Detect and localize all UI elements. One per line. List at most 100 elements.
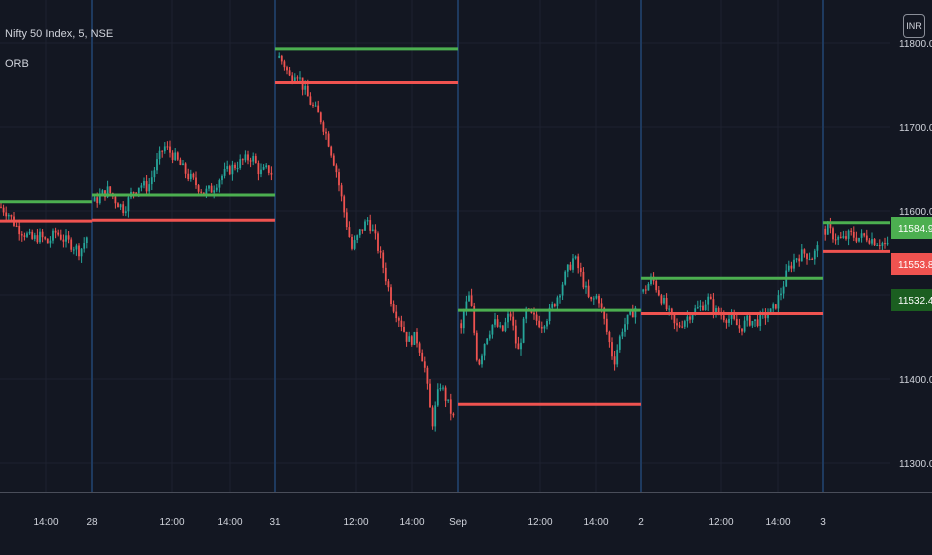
candle-body — [202, 192, 205, 195]
time-tick-label: 14:00 — [217, 517, 242, 528]
candle-body — [884, 243, 886, 245]
candle-body — [252, 156, 255, 162]
candle-body — [699, 305, 702, 308]
candle-body — [618, 336, 621, 350]
candle-body — [689, 316, 691, 320]
candle-body — [65, 235, 67, 242]
time-tick-label: 14:00 — [33, 517, 58, 528]
candle-body — [813, 250, 816, 260]
candle-body — [369, 220, 372, 231]
candle-body — [873, 239, 876, 246]
candle-body — [192, 173, 195, 178]
candle-body — [161, 150, 164, 152]
candle-body — [616, 349, 619, 365]
time-tick-label: 28 — [86, 517, 98, 528]
candle-body — [345, 212, 348, 228]
candle-body — [80, 248, 83, 257]
candle-body — [184, 163, 187, 174]
candle-body — [634, 307, 637, 318]
candle-body — [540, 327, 543, 329]
candle-body — [473, 305, 476, 333]
candle-body — [811, 258, 814, 260]
candle-body — [707, 296, 710, 305]
candle-body — [366, 220, 369, 222]
candle-body — [447, 399, 450, 401]
candle-body — [631, 310, 634, 318]
symbol-legend[interactable]: Nifty 50 Index, 5, NSE — [5, 28, 114, 40]
candle-body — [741, 328, 743, 332]
candle-body — [254, 156, 257, 164]
candle-body — [280, 55, 283, 62]
candle-body — [475, 332, 478, 360]
candle-body — [717, 307, 720, 314]
candle-body — [845, 236, 847, 239]
candle-body — [517, 343, 520, 350]
candle-body — [803, 249, 806, 254]
candle-body — [735, 318, 738, 326]
candle-body — [278, 55, 281, 58]
candle-body — [754, 319, 756, 322]
candle-body — [608, 331, 611, 343]
candle-body — [582, 271, 585, 288]
candle-body — [59, 234, 62, 240]
candle-body — [0, 206, 2, 208]
candle-body — [325, 131, 327, 134]
candle-body — [418, 343, 421, 353]
price-tick-label: 11800.00 — [899, 39, 932, 50]
time-tick-label: 12:00 — [708, 517, 733, 528]
candle-body — [98, 194, 101, 204]
candle-body — [470, 295, 473, 306]
candle-body — [772, 304, 775, 309]
candle-body — [429, 383, 431, 408]
candle-body — [613, 356, 616, 365]
candle-body — [650, 276, 652, 285]
candle-body — [683, 321, 686, 327]
candle-body — [535, 314, 538, 321]
candle-body — [85, 237, 88, 244]
candle-body — [262, 167, 265, 170]
candle-body — [460, 323, 463, 329]
candle-body — [585, 285, 587, 288]
candle-body — [564, 271, 567, 285]
candle-body — [213, 190, 216, 193]
candle-body — [296, 77, 299, 79]
candle-body — [579, 268, 582, 272]
candle-body — [676, 323, 678, 326]
candle-body — [665, 297, 668, 310]
candle-body — [592, 298, 595, 300]
time-tick-label: 14:00 — [399, 517, 424, 528]
candle-body — [481, 355, 483, 365]
candle-body — [839, 236, 842, 238]
candle-body — [834, 239, 837, 241]
candle-body — [20, 234, 23, 236]
candle-body — [764, 312, 767, 319]
candle-body — [642, 289, 645, 292]
candle-body — [598, 295, 600, 304]
candle-body — [283, 61, 286, 68]
price-tick-label: 11600.00 — [899, 207, 932, 218]
candle-body — [392, 304, 395, 312]
candle-body — [595, 295, 598, 299]
candle-body — [691, 314, 694, 320]
candle-body — [858, 237, 860, 242]
candle-body — [501, 325, 504, 331]
candle-body — [790, 265, 793, 269]
time-tick-label: 14:00 — [583, 517, 608, 528]
candle-body — [234, 164, 236, 169]
candle-body — [514, 325, 517, 344]
candle-body — [829, 224, 832, 229]
candle-body — [343, 196, 346, 213]
candle-body — [395, 311, 398, 319]
candle-body — [449, 399, 452, 414]
candle-body — [553, 304, 556, 307]
candle-body — [187, 173, 190, 180]
candle-body — [33, 235, 36, 239]
currency-button[interactable]: INR — [903, 14, 925, 38]
candle-body — [709, 296, 712, 300]
candle-body — [852, 231, 855, 238]
candle-body — [200, 191, 203, 193]
candle-body — [137, 187, 140, 194]
indicator-legend[interactable]: ORB — [5, 58, 29, 70]
